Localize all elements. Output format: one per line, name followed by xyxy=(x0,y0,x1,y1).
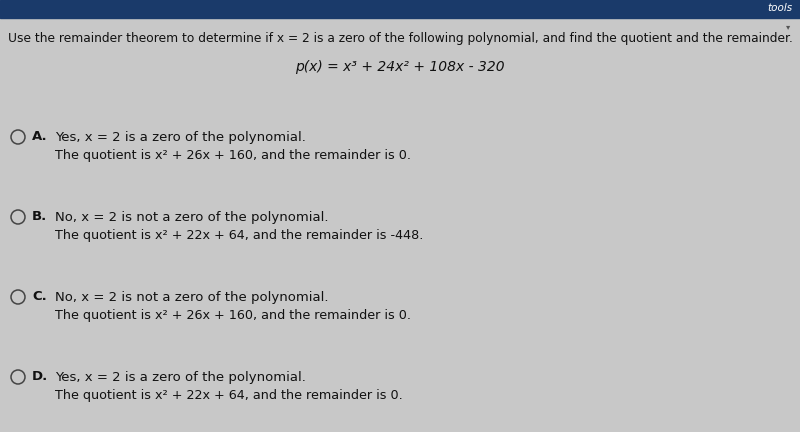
Text: tools: tools xyxy=(767,3,792,13)
Text: The quotient is x² + 22x + 64, and the remainder is 0.: The quotient is x² + 22x + 64, and the r… xyxy=(55,390,402,403)
Text: No, x = 2 is not a zero of the polynomial.: No, x = 2 is not a zero of the polynomia… xyxy=(55,290,329,304)
Text: Yes, x = 2 is a zero of the polynomial.: Yes, x = 2 is a zero of the polynomial. xyxy=(55,371,306,384)
Text: No, x = 2 is not a zero of the polynomial.: No, x = 2 is not a zero of the polynomia… xyxy=(55,210,329,223)
Text: ▾: ▾ xyxy=(786,22,790,31)
Text: The quotient is x² + 26x + 160, and the remainder is 0.: The quotient is x² + 26x + 160, and the … xyxy=(55,309,411,323)
Text: A.: A. xyxy=(32,130,48,143)
Text: D.: D. xyxy=(32,371,48,384)
Text: The quotient is x² + 22x + 64, and the remainder is -448.: The quotient is x² + 22x + 64, and the r… xyxy=(55,229,423,242)
Text: Yes, x = 2 is a zero of the polynomial.: Yes, x = 2 is a zero of the polynomial. xyxy=(55,130,306,143)
Bar xyxy=(0,0,800,18)
Text: B.: B. xyxy=(32,210,47,223)
Text: C.: C. xyxy=(32,290,46,304)
Text: p(x) = x³ + 24x² + 108x - 320: p(x) = x³ + 24x² + 108x - 320 xyxy=(295,60,505,74)
Text: Use the remainder theorem to determine if x = 2 is a zero of the following polyn: Use the remainder theorem to determine i… xyxy=(8,32,793,45)
Text: The quotient is x² + 26x + 160, and the remainder is 0.: The quotient is x² + 26x + 160, and the … xyxy=(55,149,411,162)
